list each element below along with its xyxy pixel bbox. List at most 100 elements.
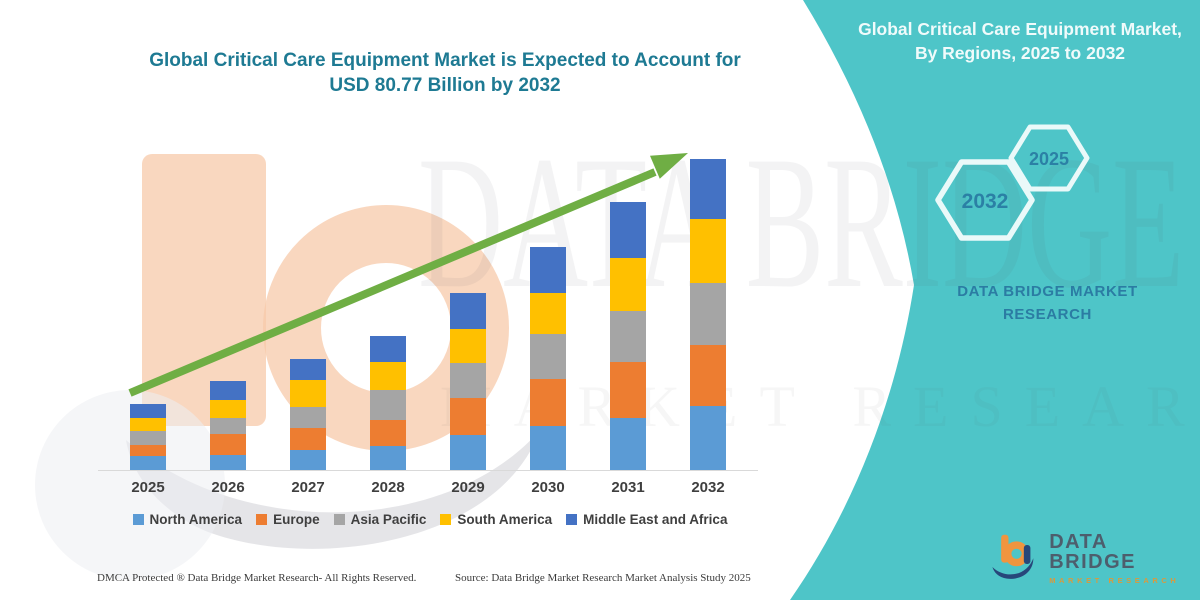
legend-swatch-middle-east-and-africa — [566, 514, 578, 525]
legend-item-south-america: South America — [440, 512, 552, 527]
chart-title: Global Critical Care Equipment Market is… — [100, 48, 790, 98]
legend-label-europe: Europe — [273, 512, 320, 527]
panel-brand-text: DATA BRIDGE MARKET RESEARCH — [957, 283, 1138, 323]
x-axis-labels: 2025 2026 2027 2028 2029 2030 2031 2032 — [108, 479, 748, 496]
legend-item-europe: Europe — [256, 512, 320, 527]
segment-south-america-2027 — [290, 379, 326, 407]
segment-middle-east-and-africa-2026 — [210, 381, 246, 400]
segment-middle-east-and-africa-2032 — [690, 159, 726, 219]
bar-slot-2031 — [588, 202, 668, 470]
bar-slot-2026 — [188, 381, 268, 470]
legend: North America Europe Asia Pacific South Ame… — [90, 512, 770, 527]
bar-slot-2027 — [268, 359, 348, 470]
segment-north-america-2028 — [370, 446, 406, 470]
teal-panel-shape — [790, 0, 1200, 600]
segment-asia-pacific-2025 — [130, 430, 166, 446]
segment-europe-2025 — [130, 445, 166, 457]
x-label-2025: 2025 — [131, 479, 165, 496]
legend-label-asia-pacific: Asia Pacific — [350, 512, 427, 527]
legend-item-middle-east-and-africa: Middle East and Africa — [566, 512, 727, 527]
segment-europe-2029 — [450, 397, 486, 435]
bar-2029 — [450, 293, 486, 470]
segment-south-america-2028 — [370, 361, 406, 391]
segment-middle-east-and-africa-2027 — [290, 359, 326, 380]
company-logo: DATA BRIDGE MARKET RESEARCH — [988, 526, 1193, 590]
chart-title-line2: USD 80.77 Billion by 2032 — [329, 75, 561, 97]
segment-asia-pacific-2029 — [450, 363, 486, 398]
logo-brand: DATA BRIDGE — [1049, 530, 1136, 573]
segment-north-america-2030 — [530, 425, 566, 470]
bar-2026 — [210, 381, 246, 470]
bar-2030 — [530, 246, 566, 470]
data-bridge-logo-icon — [992, 534, 1034, 579]
segment-south-america-2029 — [450, 328, 486, 364]
footer-source: Source: Data Bridge Market Research Mark… — [455, 572, 751, 584]
legend-label-middle-east-and-africa: Middle East and Africa — [583, 512, 728, 527]
segment-europe-2030 — [530, 379, 566, 426]
segment-north-america-2032 — [690, 405, 726, 470]
segment-middle-east-and-africa-2028 — [370, 336, 406, 362]
segment-south-america-2032 — [690, 218, 726, 283]
bar-slot-2032 — [668, 159, 748, 470]
segment-middle-east-and-africa-2031 — [610, 202, 646, 259]
chart-title-line1: Global Critical Care Equipment Market is… — [149, 50, 741, 71]
bar-slot-2029 — [428, 293, 508, 470]
bar-slot-2028 — [348, 336, 428, 470]
hexagon-2025-label: 2025 — [1029, 149, 1069, 169]
segment-north-america-2026 — [210, 455, 246, 470]
hexagon-2032-label: 2032 — [962, 190, 1009, 213]
segment-asia-pacific-2031 — [610, 310, 646, 363]
legend-swatch-north-america — [132, 514, 144, 525]
segment-north-america-2027 — [290, 450, 326, 470]
x-label-2031: 2031 — [611, 479, 645, 496]
segment-south-america-2031 — [610, 258, 646, 311]
x-label-2032: 2032 — [691, 479, 725, 496]
legend-swatch-south-america — [440, 514, 452, 525]
logo-tagline: MARKET RESEARCH — [1049, 575, 1180, 585]
segment-asia-pacific-2028 — [370, 390, 406, 421]
x-label-2029: 2029 — [451, 479, 485, 496]
segment-asia-pacific-2026 — [210, 417, 246, 435]
legend-swatch-europe — [256, 514, 268, 525]
segment-europe-2026 — [210, 434, 246, 455]
x-label-2030: 2030 — [531, 479, 565, 496]
segment-europe-2031 — [610, 362, 646, 418]
legend-swatch-asia-pacific — [333, 514, 345, 525]
x-label-2027: 2027 — [291, 479, 325, 496]
hexagon-2032 — [935, 159, 1035, 241]
x-label-2028: 2028 — [371, 479, 405, 496]
bar-2025 — [130, 404, 166, 470]
bar-slot-2025 — [108, 404, 188, 470]
x-axis-line — [98, 470, 758, 471]
hexagon-2025 — [1008, 124, 1090, 192]
segment-asia-pacific-2027 — [290, 406, 326, 428]
segment-north-america-2025 — [130, 456, 166, 470]
legend-label-north-america: North America — [149, 512, 243, 527]
segment-europe-2028 — [370, 420, 406, 447]
segment-north-america-2031 — [610, 417, 646, 470]
segment-europe-2027 — [290, 427, 326, 450]
segment-asia-pacific-2030 — [530, 334, 566, 380]
segment-asia-pacific-2032 — [690, 282, 726, 346]
segment-south-america-2025 — [130, 417, 166, 431]
segment-middle-east-and-africa-2029 — [450, 293, 486, 329]
segment-south-america-2026 — [210, 399, 246, 418]
segment-middle-east-and-africa-2030 — [530, 246, 566, 293]
bar-2032 — [690, 159, 726, 470]
bar-slot-2030 — [508, 246, 588, 470]
legend-item-asia-pacific: Asia Pacific — [333, 512, 427, 527]
segment-south-america-2030 — [530, 292, 566, 335]
segment-middle-east-and-africa-2025 — [130, 404, 166, 418]
year-hexagons: 2025 2032 — [935, 124, 1090, 241]
bar-2028 — [370, 336, 406, 470]
bar-2027 — [290, 359, 326, 470]
legend-label-south-america: South America — [457, 512, 553, 527]
panel-title: Global Critical Care Equipment Market, B… — [858, 19, 1182, 63]
segment-north-america-2029 — [450, 434, 486, 470]
segment-europe-2032 — [690, 345, 726, 406]
bar-2031 — [610, 202, 646, 470]
legend-item-north-america: North America — [132, 512, 243, 527]
x-label-2026: 2026 — [211, 479, 245, 496]
